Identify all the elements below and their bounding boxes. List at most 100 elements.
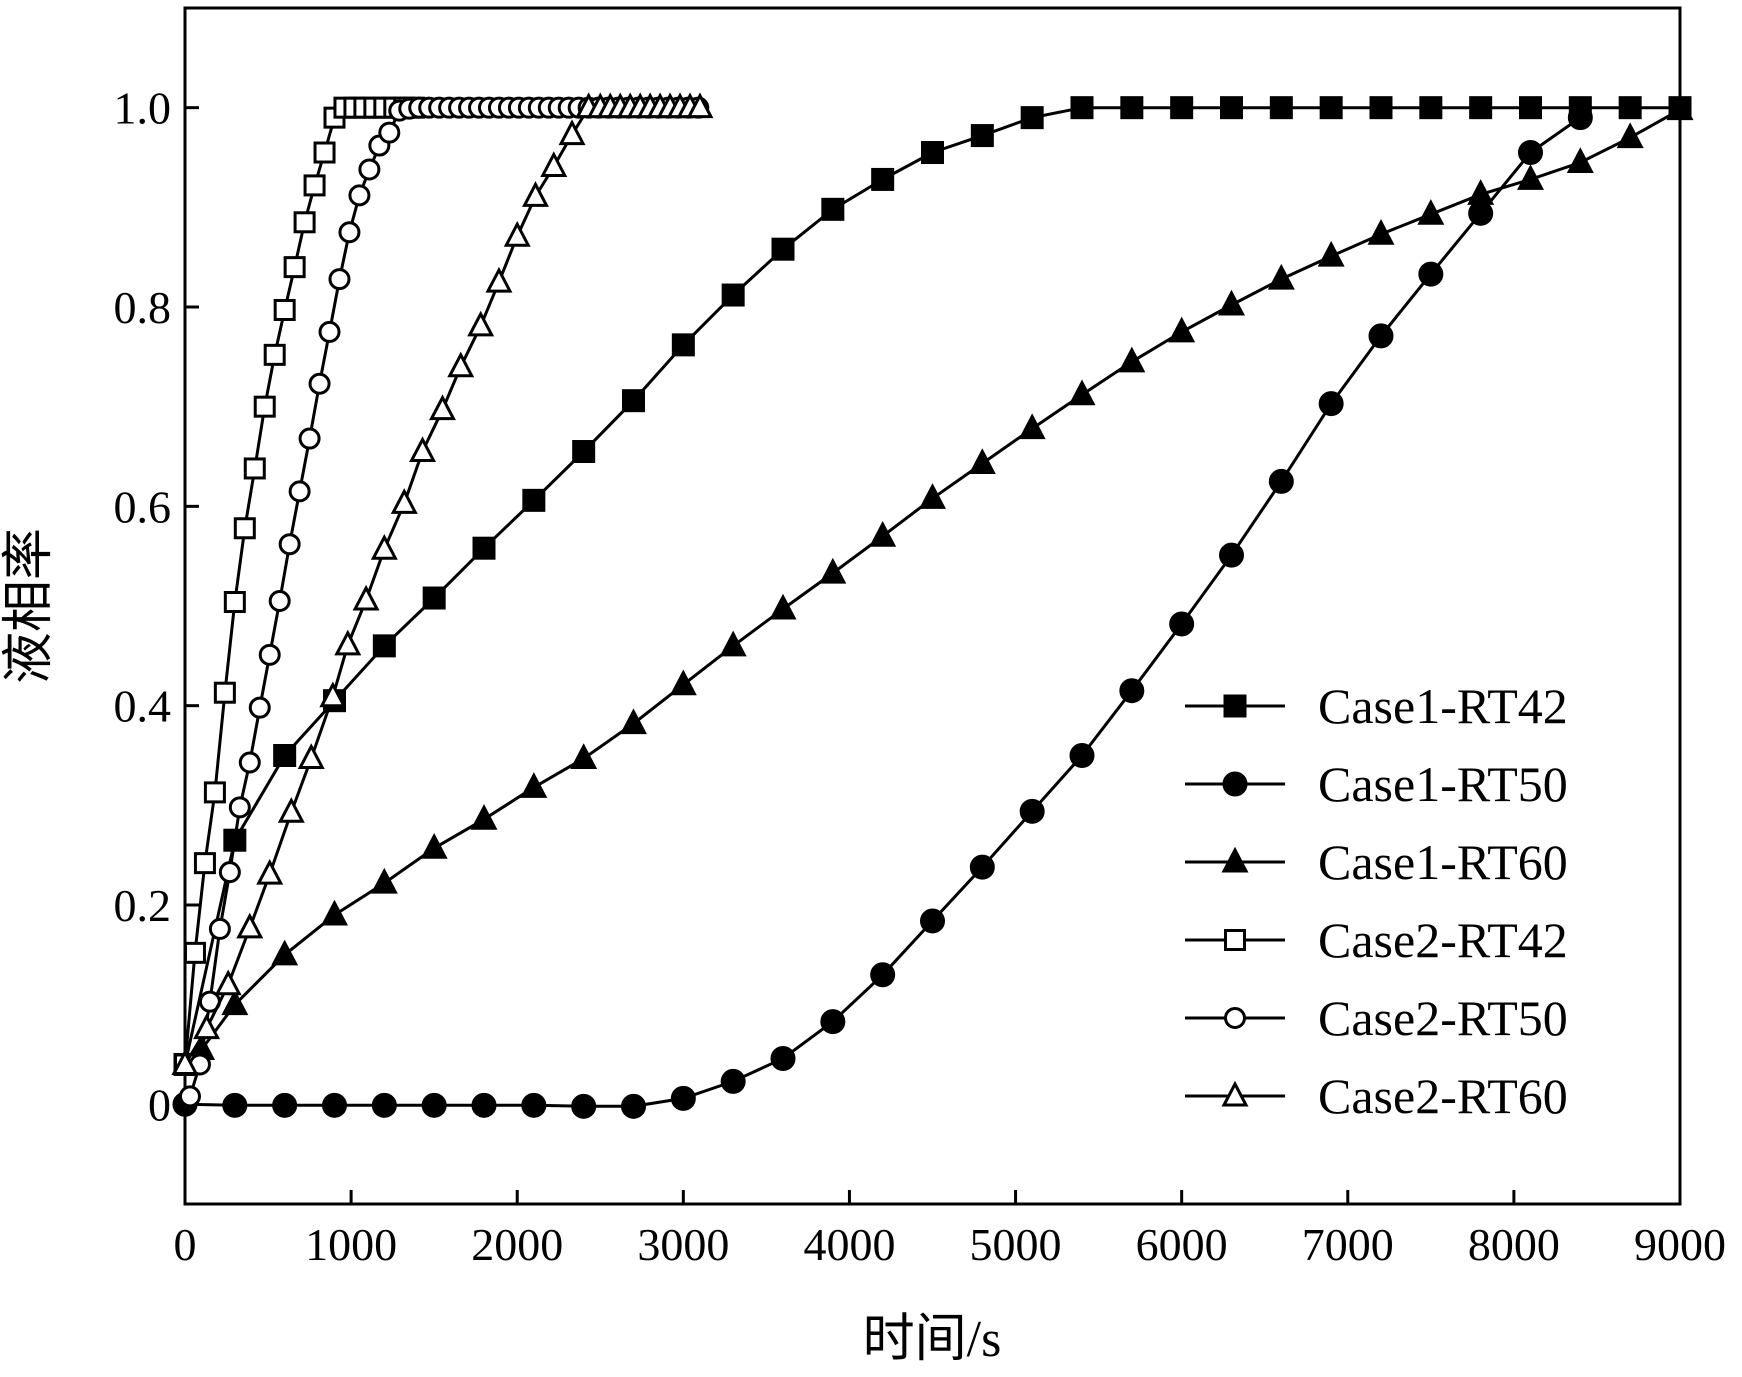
data-point	[820, 1009, 846, 1035]
data-point	[238, 751, 261, 774]
data-point	[243, 457, 266, 480]
data-point	[869, 521, 897, 547]
x-tick-label: 5000	[970, 1219, 1062, 1270]
data-point	[313, 141, 336, 164]
data-point	[1367, 219, 1395, 245]
legend: Case1-RT42 Case1-RT50 Case1-RT60 Case2-RT42…	[1185, 678, 1568, 1124]
data-point	[334, 629, 362, 656]
data-point	[1169, 611, 1195, 637]
data-point	[1567, 105, 1593, 131]
data-point	[390, 488, 418, 514]
data-point	[1268, 468, 1294, 494]
legend-entry: Case2-RT60	[1185, 1068, 1568, 1124]
axis-ticks	[183, 106, 1682, 1204]
data-point	[378, 121, 401, 144]
x-tick-label: 7000	[1302, 1219, 1394, 1270]
data-point	[1317, 240, 1345, 267]
legend-marker	[1224, 1007, 1246, 1029]
data-point	[467, 310, 495, 337]
legend-label: Case1-RT42	[1318, 678, 1568, 734]
data-point	[970, 124, 994, 148]
legend-marker	[1222, 771, 1248, 797]
data-point	[1417, 199, 1445, 225]
data-point	[1519, 96, 1542, 120]
data-point	[770, 1045, 796, 1071]
data-point	[308, 372, 331, 395]
data-point	[203, 781, 226, 804]
data-point	[328, 268, 351, 291]
data-point	[1119, 678, 1145, 704]
data-point	[303, 174, 326, 197]
data-point	[720, 1068, 746, 1094]
data-point	[622, 389, 645, 413]
y-tick-label: 1.0	[114, 83, 172, 134]
data-point	[318, 320, 341, 343]
legend-marker	[1223, 694, 1247, 718]
series-case1-rt50	[172, 105, 1593, 1119]
data-point	[273, 744, 297, 767]
data-point	[421, 1092, 447, 1118]
data-point	[485, 266, 513, 293]
y-tick-label: 0.2	[114, 880, 172, 931]
legend-label: Case2-RT42	[1318, 912, 1568, 968]
data-point	[228, 796, 251, 819]
data-point	[919, 483, 946, 509]
data-point	[771, 237, 795, 261]
data-point	[222, 1092, 248, 1118]
data-point	[1269, 96, 1293, 120]
legend-label: Case2-RT60	[1318, 1068, 1568, 1124]
legend-entry: Case1-RT42	[1185, 678, 1568, 734]
data-point	[570, 743, 598, 769]
data-point	[358, 158, 381, 181]
data-point	[571, 1093, 597, 1119]
data-point	[968, 448, 996, 474]
series-group	[171, 92, 1694, 1119]
data-point	[372, 634, 396, 658]
legend-marker	[1221, 846, 1249, 873]
data-point	[193, 1013, 221, 1040]
data-point	[348, 184, 371, 207]
data-point	[271, 939, 299, 966]
data-point	[263, 343, 286, 366]
data-point	[183, 941, 206, 964]
data-point	[297, 743, 325, 769]
data-point	[277, 797, 305, 823]
y-tick-label: 0.4	[114, 681, 172, 732]
data-point	[1618, 96, 1642, 120]
data-point	[686, 92, 714, 119]
data-point	[352, 584, 380, 611]
data-point	[1467, 179, 1495, 205]
data-point	[670, 1085, 696, 1111]
data-point	[213, 681, 236, 704]
data-point	[420, 832, 448, 859]
data-point	[422, 586, 446, 610]
data-point	[268, 590, 291, 613]
data-point	[719, 630, 747, 657]
data-point	[272, 1092, 298, 1118]
data-point	[256, 858, 284, 885]
data-point	[1170, 96, 1194, 120]
data-point	[447, 351, 475, 378]
data-point	[620, 708, 647, 735]
data-point	[1318, 391, 1344, 417]
data-point	[370, 867, 398, 894]
data-point	[920, 908, 945, 934]
data-point	[472, 536, 496, 560]
x-tick-label: 9000	[1634, 1219, 1726, 1270]
data-point	[278, 533, 301, 556]
x-tick-label: 4000	[803, 1219, 895, 1270]
data-point	[1168, 316, 1196, 343]
data-point	[233, 517, 256, 540]
data-point	[428, 394, 456, 421]
data-point	[258, 643, 281, 666]
data-point	[1020, 106, 1044, 130]
data-point	[193, 852, 216, 875]
data-point	[471, 1092, 497, 1118]
axis-tick-labels: 0 1000 2000 3000 4000 5000 6000 7000 8000 9000 0 0.…	[114, 83, 1727, 1270]
data-point	[293, 211, 316, 234]
legend-label: Case1-RT50	[1318, 756, 1568, 812]
data-point	[1219, 542, 1244, 568]
data-point	[236, 912, 264, 939]
data-point	[969, 854, 995, 880]
